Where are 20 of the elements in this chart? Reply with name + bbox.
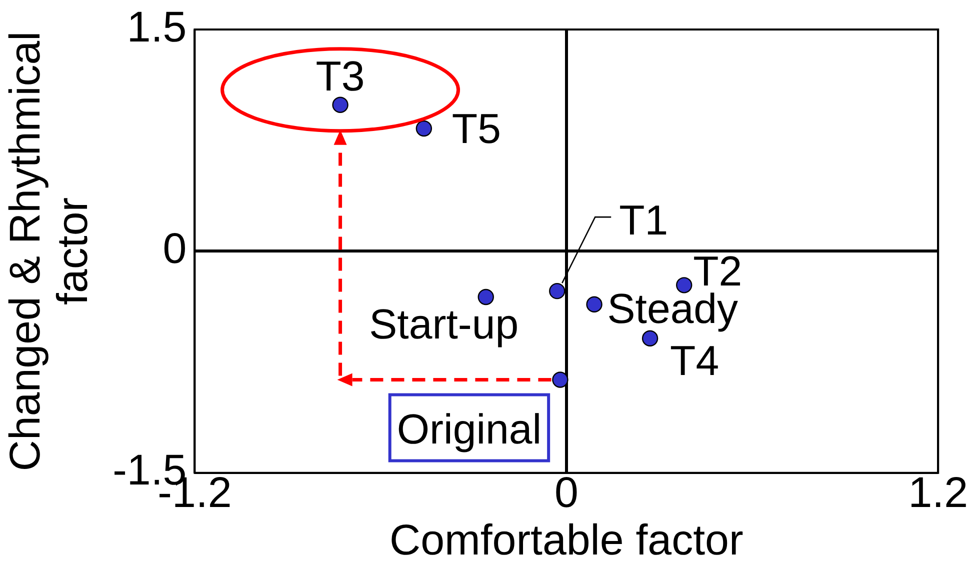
point: [676, 277, 692, 294]
point: [549, 282, 566, 300]
annotation: T1: [619, 196, 668, 244]
annotation: Original: [396, 405, 542, 452]
x-axis-title: Comfortable factor: [390, 516, 744, 564]
annotation: T4: [670, 336, 720, 384]
y-axis-title: Changed & Rhythmical factor: [2, 31, 97, 472]
point: [552, 372, 568, 388]
x-tick-label: 0: [554, 469, 578, 518]
point: [416, 120, 432, 137]
annotation: Steady: [607, 284, 738, 332]
point: [586, 296, 602, 312]
x-tick-label: 1.2: [908, 469, 968, 518]
point: [478, 288, 494, 306]
annotation: Start-up: [369, 300, 519, 348]
annotation: T3: [316, 52, 365, 100]
y-tick-label: 0: [162, 225, 187, 274]
point: [332, 96, 348, 113]
y-tick-label: 1.5: [126, 3, 187, 52]
annotation: T5: [452, 105, 501, 152]
